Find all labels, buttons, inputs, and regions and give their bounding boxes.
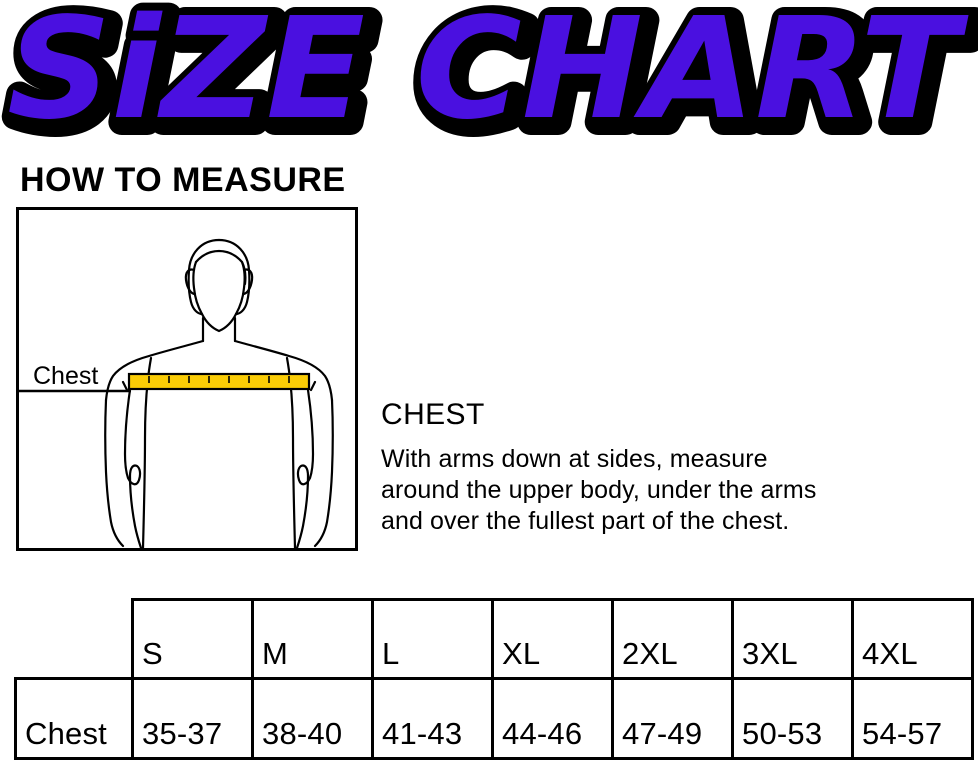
arm-right-outer (313, 398, 334, 548)
body-measurement-illustration: Chest (19, 238, 334, 548)
table-cell-chest-4xl: 54-57 (851, 677, 974, 760)
shoulder-right (233, 339, 334, 402)
table-cell-chest-m: 38-40 (251, 677, 374, 760)
chest-callout-label: Chest (33, 362, 98, 390)
table-header-row: S M L XL 2XL 3XL 4XL (16, 598, 974, 680)
chest-description-heading: CHEST (381, 398, 485, 431)
title-outline: SiZE CHART (13, 0, 975, 150)
armpit-right (309, 380, 317, 392)
tape-ticks (148, 376, 290, 383)
table-cell-chest-xl: 44-46 (491, 677, 614, 760)
title-text: SiZE CHART (7, 0, 969, 150)
face-outline (192, 260, 246, 333)
table-header-3xl: 3XL (731, 598, 854, 680)
ear-left (184, 268, 197, 296)
chest-description-body: With arms down at sides, measure around … (381, 445, 817, 535)
measuring-tape (127, 372, 311, 391)
arm-right-hand (295, 388, 315, 548)
table-cell-chest-2xl: 47-49 (611, 677, 734, 760)
ear-right (241, 268, 254, 296)
measurement-diagram-box: Chest (16, 207, 358, 551)
how-to-measure-heading: HOW TO MEASURE (20, 161, 346, 199)
table-row-label-chest: Chest (14, 677, 134, 760)
tape-band (127, 372, 311, 391)
shoulder-left (104, 339, 205, 402)
table-cell-chest-3xl: 50-53 (731, 677, 854, 760)
armpit-left (121, 380, 129, 392)
arm-left-outer (104, 398, 125, 548)
table-header-l: L (371, 598, 494, 680)
chest-description-block: CHEST With arms down at sides, measure a… (381, 396, 971, 537)
table-cell-chest-s: 35-37 (131, 677, 254, 760)
arm-left-inner-hand (123, 388, 143, 548)
table-cell-chest-l: 41-43 (371, 677, 494, 760)
size-chart-title-graphic: .ttl-main { font-family: "DejaVu Sans", … (0, 0, 978, 150)
table-corner-cell (16, 600, 133, 679)
table-row: Chest 35-37 38-40 41-43 44-46 47-49 50-5… (14, 677, 974, 760)
page-title: .ttl-main { font-family: "DejaVu Sans", … (0, 0, 978, 150)
table-header-2xl: 2XL (611, 598, 734, 680)
table-header-s: S (131, 598, 254, 680)
table-header-m: M (251, 598, 374, 680)
size-chart-table: S M L XL 2XL 3XL 4XL Chest 35-37 38-40 4… (14, 598, 974, 760)
table-header-xl: XL (491, 598, 614, 680)
table-header-4xl: 4XL (851, 598, 974, 680)
hairline (194, 249, 247, 286)
